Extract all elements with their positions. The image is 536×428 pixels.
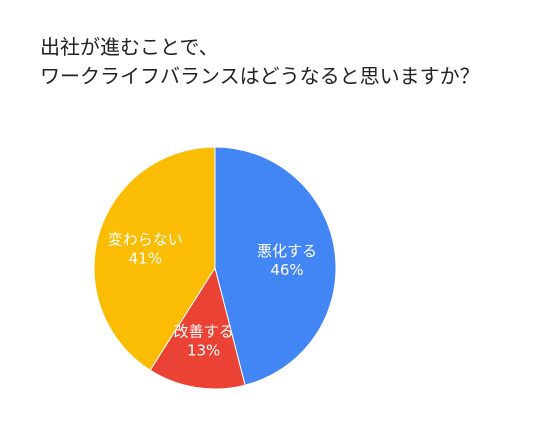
chart-title: 出社が進むことで、 ワークライフバランスはどうなると思いますか？ [40,33,520,91]
pie-slices [93,146,337,390]
slice-0-value-label: 46% [270,261,303,279]
chart-title-line-1: 出社が進むことで、 [40,35,219,59]
slice-0-name-label: 悪化する [257,242,317,260]
slice-1-value-label: 13% [187,342,220,360]
chart-title-line-2: ワークライフバランスはどうなると思いますか？ [40,64,480,88]
slice-0-wedge [214,146,337,386]
slice-1-wedge [149,266,246,390]
slice-2-wedge [93,146,216,371]
slice-2-name-label: 変わらない [108,231,183,249]
slice-2-value-label: 41% [129,250,162,268]
slice-1-name-label: 改善する [174,323,234,341]
